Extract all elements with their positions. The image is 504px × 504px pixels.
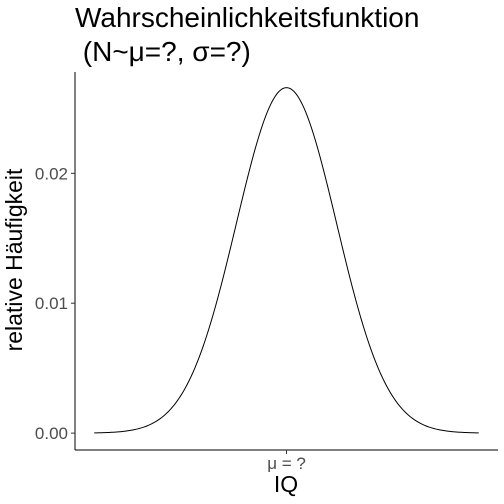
y-tick-label: 0.01 [35, 294, 68, 313]
y-ticks: 0.00 0.01 0.02 [35, 164, 75, 443]
x-axis-title: IQ [274, 471, 298, 497]
y-tick-label: 0.02 [35, 164, 68, 183]
y-axis-title: relative Häufigkeit [1, 168, 27, 351]
x-ticks: μ = ? [267, 450, 306, 473]
y-tick-label: 0.00 [35, 424, 68, 443]
chart-title: Wahrscheinlichkeitsfunktion [75, 2, 419, 33]
chart-subtitle: (N~μ=?, σ=?) [75, 36, 251, 67]
density-curve [94, 87, 479, 434]
x-tick-label: μ = ? [267, 454, 306, 473]
